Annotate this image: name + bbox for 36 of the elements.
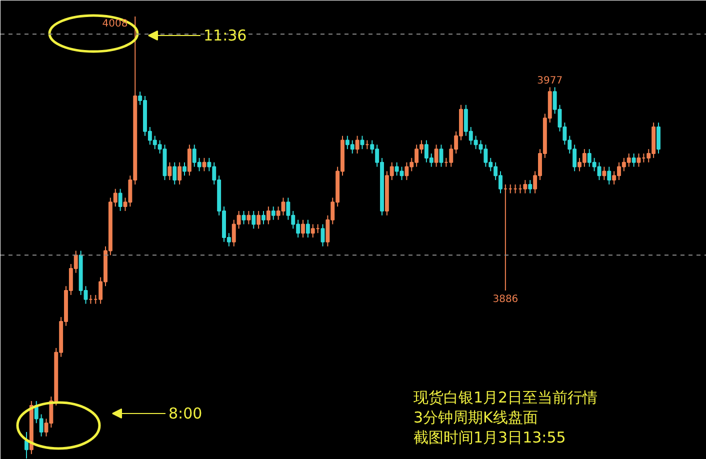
annotation: 现货白银1月2日至当前行情 [414,388,598,406]
annotation: 8:00 [168,404,202,422]
candlestick [256,210,261,230]
candlestick [656,122,660,154]
candlestick [632,153,636,168]
candlestick [306,219,310,238]
candlestick [266,206,270,225]
candlestick [301,219,305,238]
candlestick [439,144,444,168]
annotation: 3分钟周期K线盘面 [414,408,538,426]
annotation: 3886 [492,294,518,306]
candlestick [434,144,438,168]
candlestick [168,162,172,181]
annotation: 4008 [102,18,128,30]
candlestick [262,210,266,225]
candlestick [528,180,532,194]
candlestick [187,144,192,176]
candlestick [523,180,528,194]
candlestick [636,153,641,168]
candlestick [202,157,206,172]
candlestick [320,224,325,247]
candlestick [172,162,177,185]
candlestick [607,166,612,185]
candlestick [355,135,360,154]
candlestick [271,206,276,220]
candlestick [182,162,186,176]
annotation: 11:36 [204,26,247,44]
candlestick [246,210,251,225]
candlestick [252,210,256,230]
candlestick [118,188,122,212]
annotation: 3977 [537,76,563,87]
candlestick [178,162,182,185]
candlestick [242,210,246,225]
candlestick [602,166,606,181]
annotation: 截图时间1月3日13:55 [414,428,566,446]
candlestick [24,431,28,459]
